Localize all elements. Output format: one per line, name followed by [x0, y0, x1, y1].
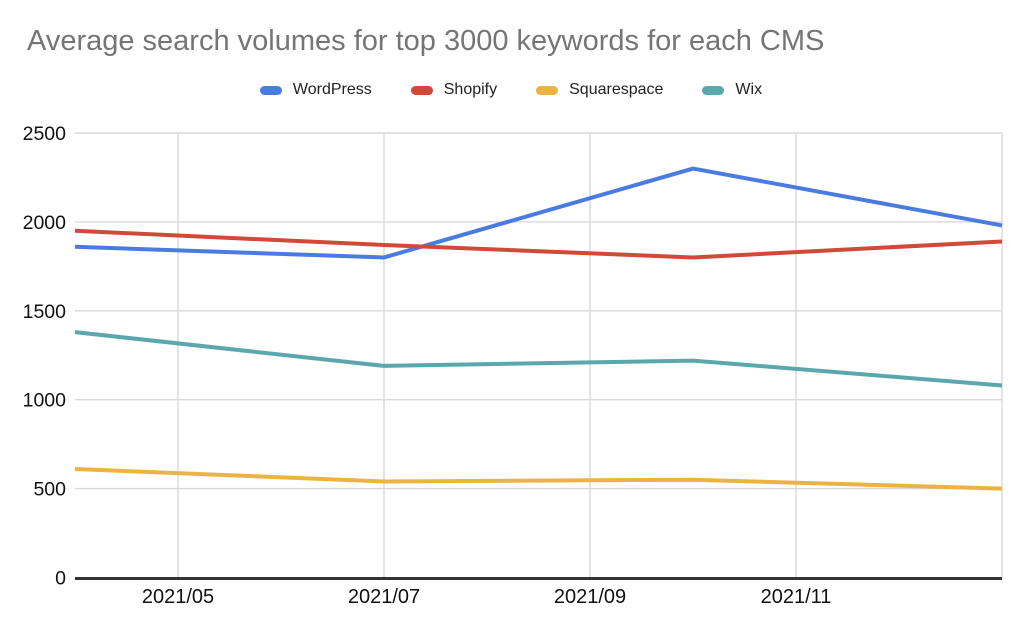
legend-label-squarespace: Squarespace — [569, 81, 664, 98]
series-line-squarespace — [74, 467, 1003, 491]
y-axis-label-2000: 2000 — [23, 212, 67, 234]
legend-swatch-squarespace — [536, 85, 559, 95]
y-axis-label-1000: 1000 — [23, 390, 67, 412]
legend-item-wix: Wix — [702, 81, 762, 99]
y-axis-label-2500: 2500 — [23, 123, 67, 145]
series-line-wordpress — [74, 166, 1003, 260]
series-line-wix — [74, 330, 1003, 388]
x-axis-label-2021-09: 2021/09 — [554, 586, 626, 608]
legend-swatch-shopify — [410, 85, 433, 95]
legend-label-wix: Wix — [735, 81, 763, 98]
x-axis-label-2021-11: 2021/11 — [761, 586, 832, 608]
legend-item-wordpress: WordPress — [259, 81, 372, 99]
x-axis-label-2021-05: 2021/05 — [142, 586, 214, 608]
legend-swatch-wordpress — [259, 85, 282, 95]
chart-legend: WordPress Shopify Squarespace Wix — [0, 80, 1022, 100]
legend-item-squarespace: Squarespace — [536, 81, 663, 99]
y-axis-label-500: 500 — [33, 479, 66, 501]
legend-label-shopify: Shopify — [443, 81, 498, 98]
legend-item-shopify: Shopify — [410, 81, 498, 99]
y-axis-label-0: 0 — [55, 568, 66, 590]
chart-title: Average search volumes for top 3000 keyw… — [27, 25, 825, 57]
y-axis-label-1500: 1500 — [23, 301, 67, 323]
legend-swatch-wix — [702, 85, 725, 95]
series-line-shopify — [74, 228, 1003, 260]
x-axis-label-2021-07: 2021/07 — [348, 586, 420, 608]
legend-label-wordpress: WordPress — [292, 81, 372, 98]
